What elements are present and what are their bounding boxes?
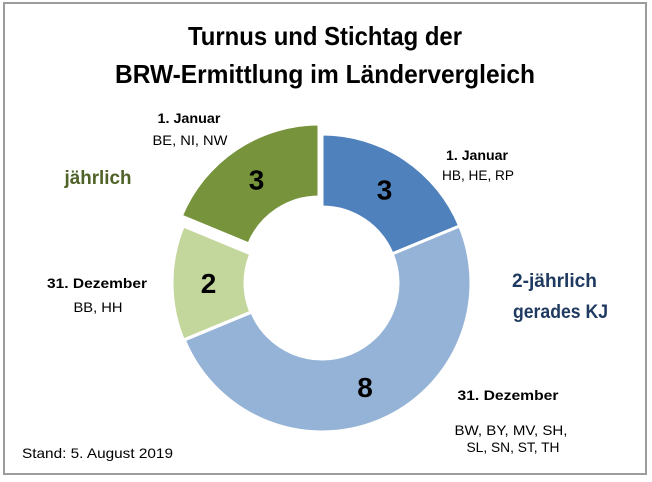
slice-value-label-1: 3	[377, 174, 393, 205]
donut-slices	[170, 122, 473, 434]
annotation-states-2jaehrlich-dezember-line-1: BW, BY, MV, SH,	[455, 422, 568, 438]
annotation-states-2jaehrlich-januar: HB, HE, RP	[442, 167, 514, 183]
annotation-date-jaehrlich-januar: 1. Januar	[158, 110, 222, 126]
slice-value-label-2: 8	[357, 372, 373, 403]
group-label-2jaehrlich-line-1: 2-jährlich	[512, 271, 597, 292]
annotation-states-2jaehrlich-dezember-line-2: SL, SN, ST, TH	[467, 439, 560, 455]
donut-slice-1	[320, 132, 462, 256]
group-label-2jaehrlich-line-2: gerades KJ	[513, 302, 608, 323]
footnote-stand: Stand: 5. August 2019	[22, 445, 173, 461]
chart-title-line-1: Turnus und Stichtag der	[188, 21, 462, 51]
slice-value-label-4: 3	[249, 164, 265, 195]
slice-value-labels: 3 8 2 3	[201, 164, 393, 402]
slice-value-label-3: 2	[201, 268, 217, 299]
donut-slice-4	[179, 122, 321, 246]
annotation-date-jaehrlich-dezember: 31. Dezember	[47, 275, 148, 291]
annotation-states-jaehrlich-januar: BE, NI, NW	[153, 132, 229, 148]
annotation-states-jaehrlich-dezember: BB, HH	[74, 299, 123, 315]
annotation-date-2jaehrlich-dezember: 31. Dezember	[458, 387, 560, 403]
annotation-date-2jaehrlich-januar: 1. Januar	[446, 147, 509, 163]
donut-slice-2	[182, 224, 473, 434]
chart-title-line-2: BRW-Ermittlung im Ländervergleich	[115, 59, 535, 89]
donut-slice-3	[170, 224, 253, 342]
group-label-jaehrlich: jährlich	[64, 168, 132, 189]
